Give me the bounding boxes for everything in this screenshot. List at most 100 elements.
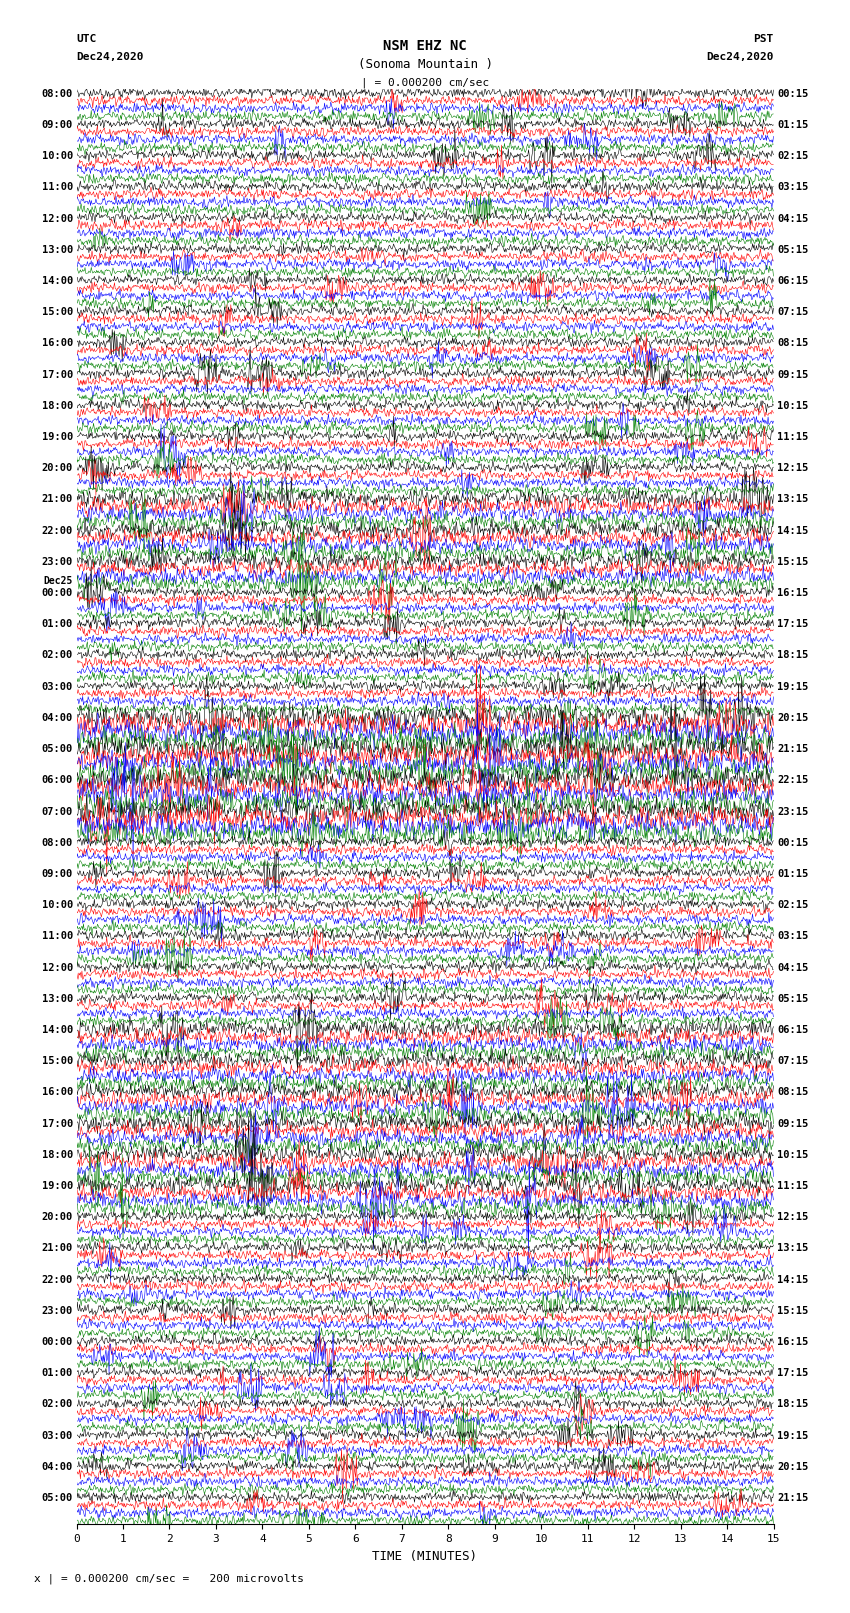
Text: 14:15: 14:15	[777, 1274, 808, 1284]
Text: 10:15: 10:15	[777, 1150, 808, 1160]
Text: 05:15: 05:15	[777, 994, 808, 1003]
Text: 12:15: 12:15	[777, 1213, 808, 1223]
Text: 20:15: 20:15	[777, 713, 808, 723]
Text: 19:00: 19:00	[42, 432, 73, 442]
Text: 03:15: 03:15	[777, 182, 808, 192]
Text: 20:00: 20:00	[42, 1213, 73, 1223]
Text: 18:15: 18:15	[777, 1400, 808, 1410]
Text: 00:15: 00:15	[777, 837, 808, 848]
Text: 16:00: 16:00	[42, 1087, 73, 1097]
Text: 11:15: 11:15	[777, 1181, 808, 1190]
Text: 11:00: 11:00	[42, 182, 73, 192]
Text: 00:00: 00:00	[42, 589, 73, 598]
Text: 08:00: 08:00	[42, 89, 73, 98]
Text: NSM EHZ NC: NSM EHZ NC	[383, 39, 467, 53]
Text: | = 0.000200 cm/sec: | = 0.000200 cm/sec	[361, 77, 489, 89]
Text: 07:15: 07:15	[777, 306, 808, 318]
Text: (Sonoma Mountain ): (Sonoma Mountain )	[358, 58, 492, 71]
Text: 04:15: 04:15	[777, 213, 808, 224]
Text: 09:00: 09:00	[42, 119, 73, 131]
Text: 21:15: 21:15	[777, 1494, 808, 1503]
Text: 21:15: 21:15	[777, 744, 808, 755]
Text: 10:15: 10:15	[777, 400, 808, 411]
Text: PST: PST	[753, 34, 774, 44]
Text: 09:15: 09:15	[777, 1118, 808, 1129]
Text: 15:00: 15:00	[42, 306, 73, 318]
Text: 22:00: 22:00	[42, 1274, 73, 1284]
Text: 03:00: 03:00	[42, 682, 73, 692]
Text: 12:15: 12:15	[777, 463, 808, 473]
Text: Dec24,2020: Dec24,2020	[76, 52, 144, 61]
Text: 09:15: 09:15	[777, 369, 808, 379]
Text: 19:15: 19:15	[777, 1431, 808, 1440]
Text: UTC: UTC	[76, 34, 97, 44]
Text: 09:00: 09:00	[42, 869, 73, 879]
Text: 02:00: 02:00	[42, 650, 73, 660]
Text: 01:00: 01:00	[42, 619, 73, 629]
Text: 11:00: 11:00	[42, 931, 73, 942]
Text: 22:00: 22:00	[42, 526, 73, 536]
Text: 08:15: 08:15	[777, 339, 808, 348]
Text: 20:15: 20:15	[777, 1461, 808, 1473]
Text: 21:00: 21:00	[42, 1244, 73, 1253]
Text: 16:00: 16:00	[42, 339, 73, 348]
Text: 21:00: 21:00	[42, 495, 73, 505]
Text: 01:15: 01:15	[777, 119, 808, 131]
Text: 22:15: 22:15	[777, 776, 808, 786]
Text: 03:00: 03:00	[42, 1431, 73, 1440]
Text: 15:15: 15:15	[777, 556, 808, 566]
Text: 00:00: 00:00	[42, 1337, 73, 1347]
Text: 03:15: 03:15	[777, 931, 808, 942]
Text: 12:00: 12:00	[42, 963, 73, 973]
Text: 01:00: 01:00	[42, 1368, 73, 1378]
Text: 02:00: 02:00	[42, 1400, 73, 1410]
Text: 04:00: 04:00	[42, 713, 73, 723]
Text: 18:00: 18:00	[42, 1150, 73, 1160]
Text: 19:15: 19:15	[777, 682, 808, 692]
Text: 12:00: 12:00	[42, 213, 73, 224]
Text: 08:00: 08:00	[42, 837, 73, 848]
Text: 10:00: 10:00	[42, 152, 73, 161]
Text: 14:15: 14:15	[777, 526, 808, 536]
Text: 23:15: 23:15	[777, 806, 808, 816]
Text: 15:00: 15:00	[42, 1057, 73, 1066]
Text: 05:00: 05:00	[42, 744, 73, 755]
Text: 23:00: 23:00	[42, 1307, 73, 1316]
Text: x | = 0.000200 cm/sec =   200 microvolts: x | = 0.000200 cm/sec = 200 microvolts	[34, 1573, 304, 1584]
Text: 23:00: 23:00	[42, 556, 73, 566]
Text: 11:15: 11:15	[777, 432, 808, 442]
Text: Dec24,2020: Dec24,2020	[706, 52, 774, 61]
Text: 06:00: 06:00	[42, 776, 73, 786]
Text: 15:15: 15:15	[777, 1307, 808, 1316]
Text: 02:15: 02:15	[777, 900, 808, 910]
Text: 13:00: 13:00	[42, 245, 73, 255]
Text: 17:00: 17:00	[42, 369, 73, 379]
Text: 19:00: 19:00	[42, 1181, 73, 1190]
Text: 16:15: 16:15	[777, 589, 808, 598]
Text: 18:00: 18:00	[42, 400, 73, 411]
Text: 20:00: 20:00	[42, 463, 73, 473]
Text: 13:15: 13:15	[777, 1244, 808, 1253]
X-axis label: TIME (MINUTES): TIME (MINUTES)	[372, 1550, 478, 1563]
Text: 14:00: 14:00	[42, 1024, 73, 1036]
Text: 05:00: 05:00	[42, 1494, 73, 1503]
Text: 13:15: 13:15	[777, 495, 808, 505]
Text: 04:00: 04:00	[42, 1461, 73, 1473]
Text: 13:00: 13:00	[42, 994, 73, 1003]
Text: 07:00: 07:00	[42, 806, 73, 816]
Text: 04:15: 04:15	[777, 963, 808, 973]
Text: 08:15: 08:15	[777, 1087, 808, 1097]
Text: 01:15: 01:15	[777, 869, 808, 879]
Text: 16:15: 16:15	[777, 1337, 808, 1347]
Text: 06:15: 06:15	[777, 1024, 808, 1036]
Text: 17:15: 17:15	[777, 1368, 808, 1378]
Text: 02:15: 02:15	[777, 152, 808, 161]
Text: 14:00: 14:00	[42, 276, 73, 286]
Text: 07:15: 07:15	[777, 1057, 808, 1066]
Text: 05:15: 05:15	[777, 245, 808, 255]
Text: 00:15: 00:15	[777, 89, 808, 98]
Text: Dec25: Dec25	[43, 576, 73, 587]
Text: 10:00: 10:00	[42, 900, 73, 910]
Text: 17:00: 17:00	[42, 1118, 73, 1129]
Text: 17:15: 17:15	[777, 619, 808, 629]
